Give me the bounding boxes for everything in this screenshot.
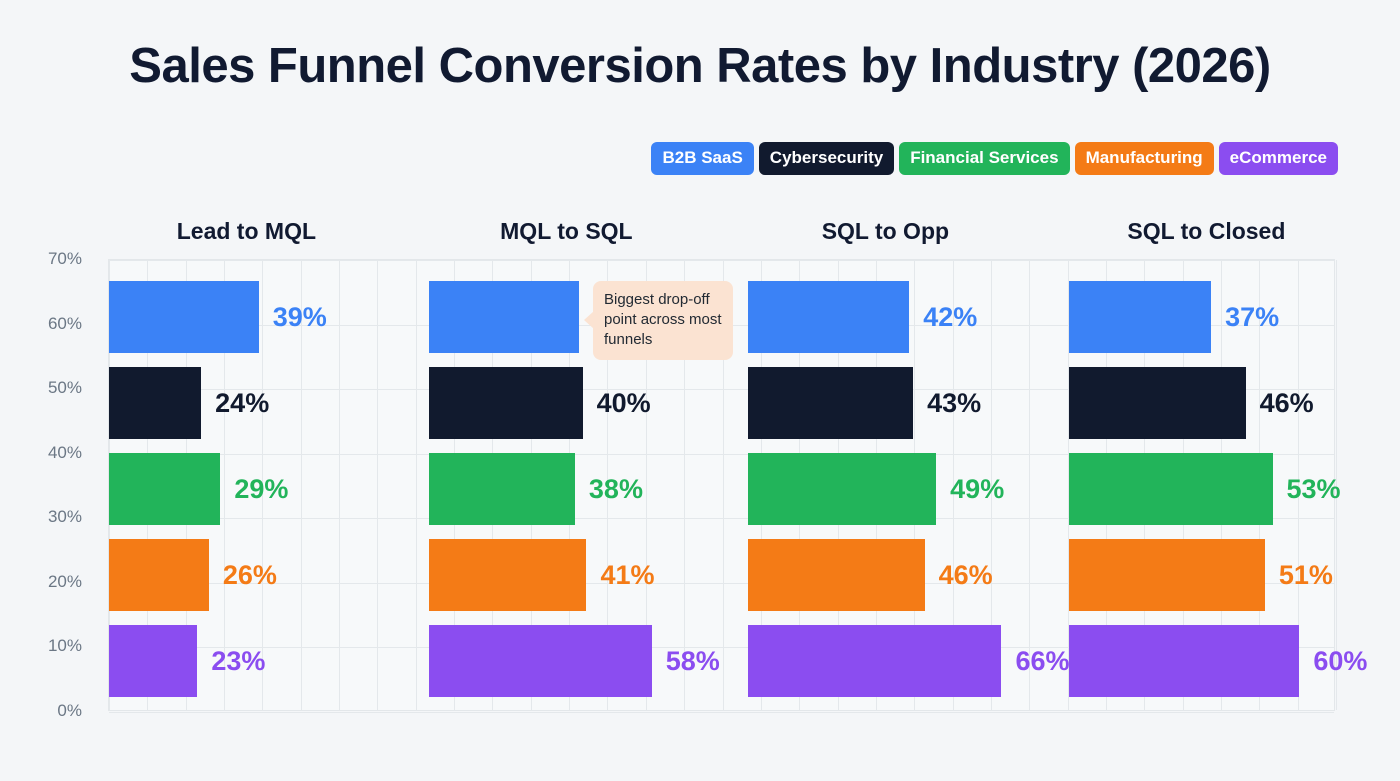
bar: [429, 281, 579, 353]
legend-item-cybersecurity[interactable]: Cybersecurity: [758, 142, 895, 175]
bar: [748, 281, 910, 353]
bar-value-label: 43%: [927, 387, 982, 418]
legend-item-ecommerce[interactable]: eCommerce: [1218, 142, 1338, 175]
bar-value-label: 49%: [950, 473, 1005, 504]
y-axis: 70% 60% 50% 40% 30% 20% 10% 0%: [0, 249, 96, 720]
bar-value-label: 53%: [1286, 473, 1341, 504]
y-axis-tick-label: 20%: [47, 571, 82, 591]
gridline-vertical: [377, 260, 378, 710]
y-axis-tick-label: 40%: [47, 442, 82, 462]
legend-item-b2b-saas[interactable]: B2B SaaS: [651, 142, 754, 175]
bar: [109, 453, 221, 525]
y-axis-tick-label: 0%: [57, 701, 82, 720]
bar: [429, 367, 583, 439]
bar-value-label: 51%: [1278, 559, 1333, 590]
annotation-callout: Biggest drop-off point across most funne…: [584, 281, 733, 360]
gridline-horizontal: [109, 260, 1334, 261]
bar-value-label: 23%: [211, 645, 266, 676]
y-axis-tick-label: 50%: [47, 378, 82, 398]
bar: [109, 539, 209, 611]
panel-title-3: SQL to Opp: [821, 218, 950, 244]
bar: [1069, 281, 1212, 353]
bar: [748, 367, 914, 439]
legend-item-financial-services[interactable]: Financial Services: [899, 142, 1070, 175]
bar: [1069, 367, 1246, 439]
bar: [1069, 453, 1273, 525]
bar-value-label: 42%: [923, 301, 978, 332]
bar: [1069, 539, 1265, 611]
legend-item-manufacturing[interactable]: Manufacturing: [1074, 142, 1214, 175]
page-title: Sales Funnel Conversion Rates by Industr…: [129, 39, 1271, 93]
gridline-vertical: [339, 260, 340, 710]
bar: [109, 281, 259, 353]
panel-title-2: MQL to SQL: [500, 218, 633, 244]
bar-value-label: 39%: [272, 301, 327, 332]
y-axis-tick-label: 60%: [47, 313, 82, 333]
bar-value-label: 46%: [938, 559, 993, 590]
y-axis-tick-label: 70%: [47, 249, 82, 268]
bar-value-label: 24%: [215, 387, 270, 418]
bar-value-label: 29%: [234, 473, 289, 504]
bar-value-label: 46%: [1259, 387, 1314, 418]
bar: [429, 539, 587, 611]
bar: [109, 367, 202, 439]
bar-value-label: 26%: [222, 559, 277, 590]
chart-legend: B2B SaaS Cybersecurity Financial Services M…: [0, 142, 1400, 175]
bar-value-label: 58%: [665, 645, 720, 676]
bar: [748, 539, 925, 611]
bar: [109, 625, 198, 697]
bar-value-label: 60%: [1313, 645, 1368, 676]
bar-value-label: 37%: [1225, 301, 1280, 332]
panel-title-4: SQL to Closed: [1127, 218, 1286, 244]
bar: [748, 625, 1002, 697]
bar: [1069, 625, 1300, 697]
bar: [429, 453, 575, 525]
bar-value-label: 41%: [600, 559, 655, 590]
gridline-vertical: [416, 260, 417, 710]
bar: [748, 453, 937, 525]
bar-value-label: 38%: [588, 473, 643, 504]
y-axis-tick-label: 30%: [47, 507, 82, 527]
y-axis-tick-label: 10%: [47, 636, 82, 656]
panel-title-1: Lead to MQL: [176, 218, 317, 244]
bar-value-label: 66%: [1015, 645, 1070, 676]
bar-value-label: 40%: [596, 387, 651, 418]
gridline-horizontal: [109, 712, 1334, 713]
bar: [429, 625, 652, 697]
